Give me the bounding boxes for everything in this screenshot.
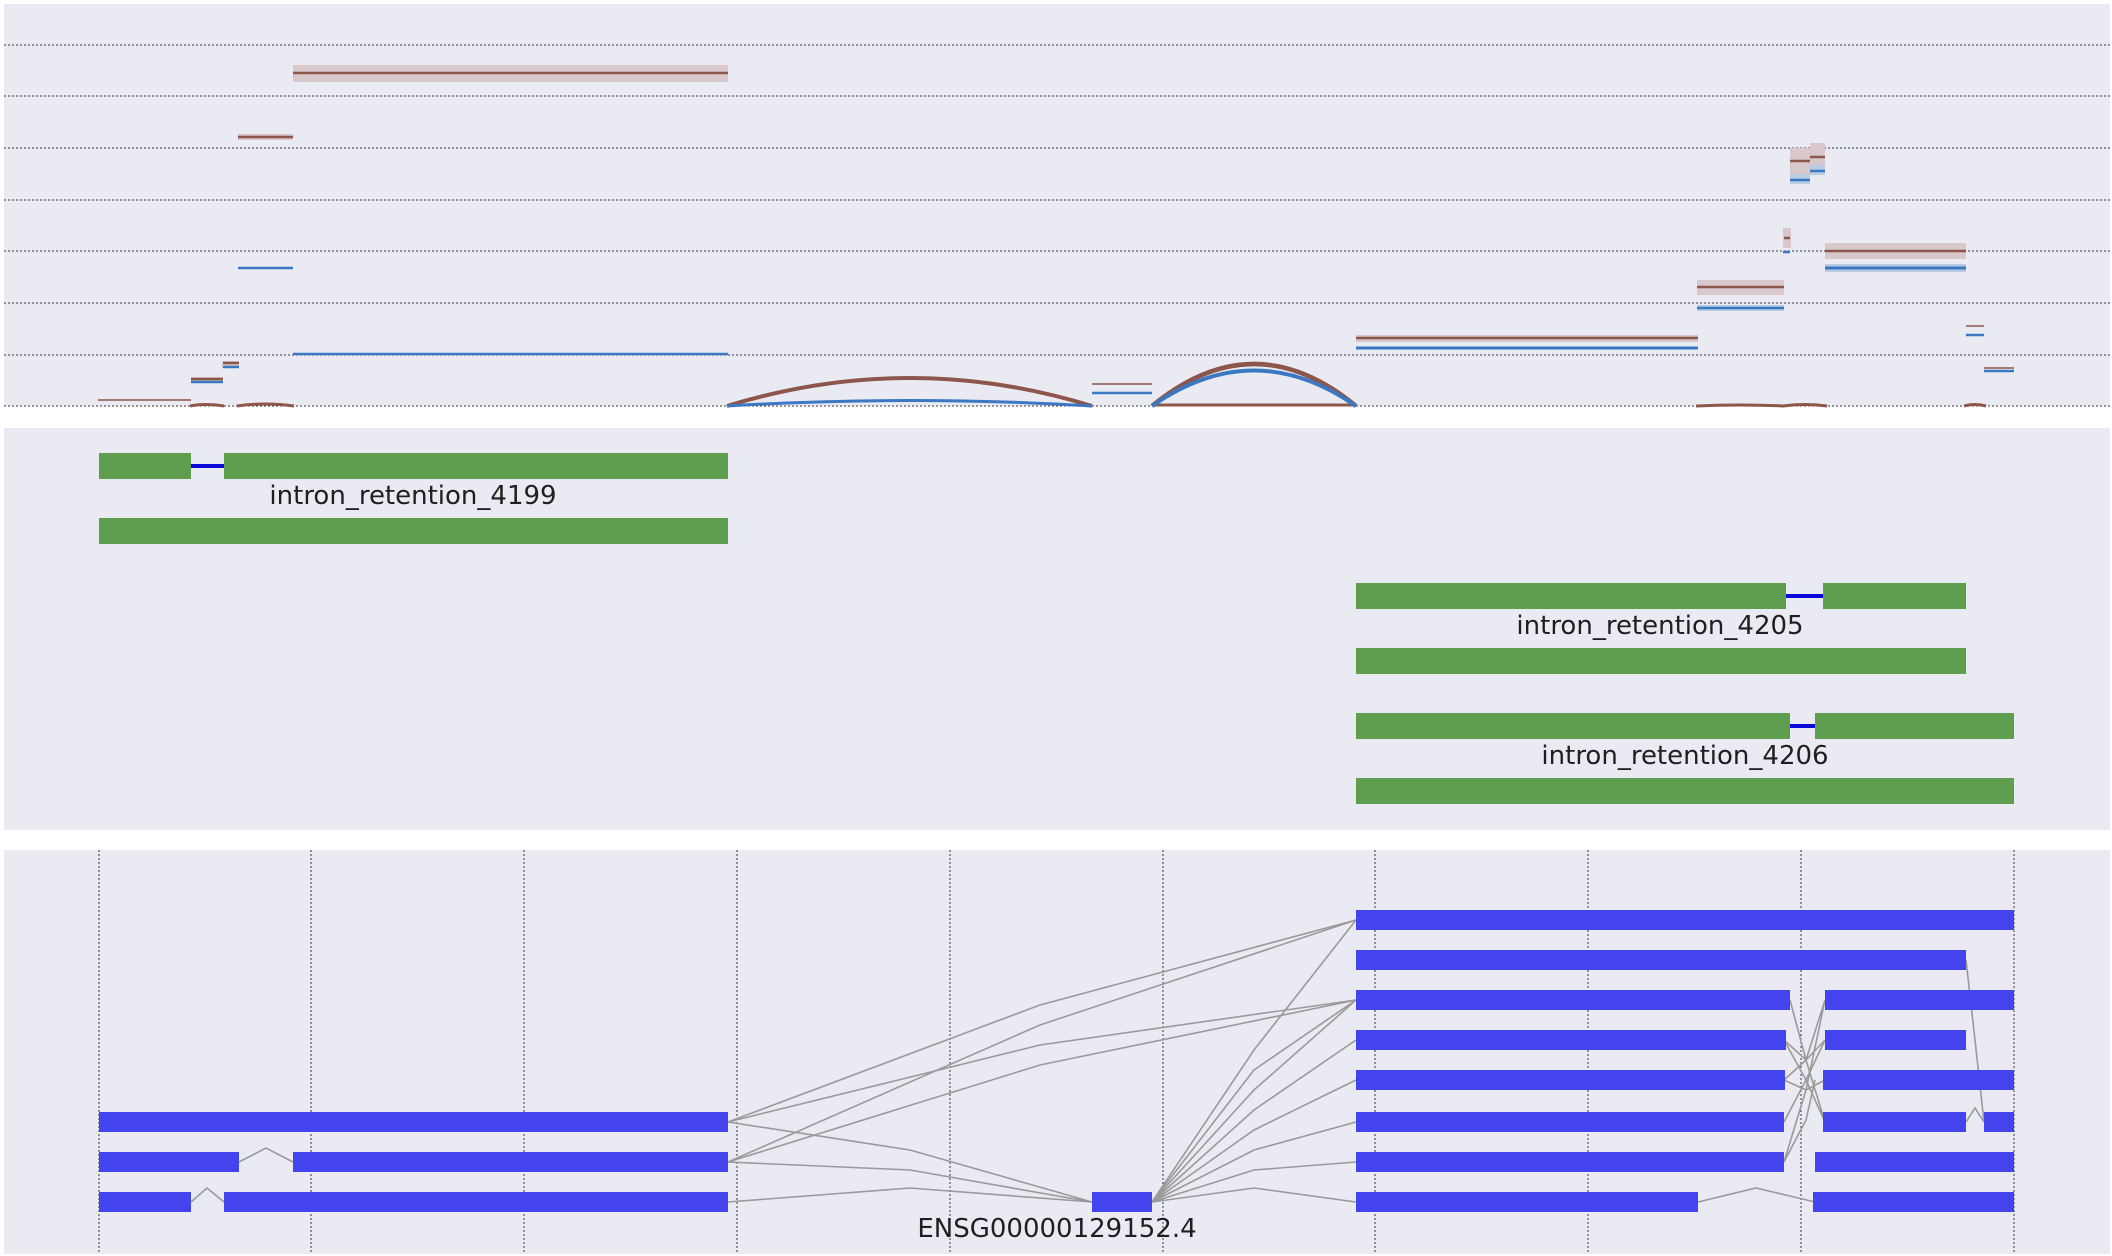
- blue-series: [191, 169, 2014, 408]
- feature-exon-box: [1356, 583, 1786, 609]
- exon-box: [99, 1152, 239, 1172]
- junction-line: [1151, 1187, 1357, 1203]
- coverage-gridlines: [4, 44, 2110, 407]
- junction-line: [1151, 1161, 1357, 1203]
- transcript-row[interactable]: [1356, 1030, 1966, 1050]
- exon-box: [1356, 910, 2014, 930]
- gene-panel: ENSG00000129152.4: [4, 850, 2110, 1254]
- exon-box: [1356, 1112, 1784, 1132]
- brown-junction-bump: [1782, 403, 1828, 408]
- junction-line: [1151, 999, 1357, 1203]
- junction-line: [190, 1186, 225, 1203]
- junction-line: [727, 1161, 1093, 1203]
- exon-box: [1356, 1030, 1786, 1050]
- feature-panel: intron_retention_4199 intron_retention_4…: [4, 428, 2110, 830]
- feature-label: intron_retention_4199: [269, 481, 556, 511]
- transcript-row[interactable]: [1356, 910, 2014, 930]
- exon-box: [1356, 1192, 1698, 1212]
- exon-box: [99, 1192, 191, 1212]
- junction-line: [727, 919, 1357, 1123]
- transcript-row[interactable]: [99, 1152, 2014, 1172]
- feature-retained-box: [1356, 648, 1966, 674]
- feature-exon-box: [1815, 713, 2014, 739]
- brown-junction-bump: [1695, 403, 1785, 408]
- junction-line: [1965, 1106, 1985, 1123]
- transcript-junctions: [190, 919, 1985, 1203]
- transcript-row[interactable]: [1356, 990, 2014, 1010]
- exon-box: [1356, 1070, 1785, 1090]
- junction-line: [1783, 1039, 1826, 1123]
- feature-exon-box: [224, 453, 728, 479]
- gene-label: ENSG00000129152.4: [917, 1214, 1196, 1244]
- junction-line: [727, 1121, 1093, 1203]
- feature-retained-box: [1356, 778, 2014, 804]
- exon-box: [1356, 1152, 1784, 1172]
- exon-box: [293, 1152, 728, 1172]
- junction-line: [1783, 999, 1826, 1163]
- coverage-panel-background: [4, 4, 2110, 406]
- junction-line: [1783, 999, 1826, 1081]
- feature-intron-retention-4199[interactable]: intron_retention_4199: [99, 453, 728, 544]
- junction-line: [1783, 1079, 1816, 1163]
- exon-box: [1356, 950, 1966, 970]
- junction-line: [1151, 1039, 1357, 1203]
- junction-line: [238, 1147, 294, 1163]
- junction-line: [727, 999, 1357, 1163]
- band: [222, 361, 239, 368]
- junction-line: [727, 919, 1357, 1163]
- blue-junction-arc: [1150, 368, 1358, 408]
- transcript-row[interactable]: [1356, 950, 1966, 970]
- junction-line: [1151, 919, 1357, 1203]
- transcript-row[interactable]: [1356, 1070, 2014, 1090]
- junction-line: [727, 999, 1357, 1123]
- exon-box: [1815, 1152, 2014, 1172]
- brown-junction-arc: [1150, 361, 1358, 408]
- brown-junction-bump: [236, 402, 295, 408]
- coverage-panel: [4, 4, 2110, 408]
- junction-line: [1151, 1121, 1357, 1203]
- exon-box: [1813, 1192, 2014, 1212]
- exon-box: [1825, 990, 2014, 1010]
- feature-intron-retention-4206[interactable]: intron_retention_4206: [1356, 713, 2014, 804]
- exon-box: [1823, 1112, 1966, 1132]
- feature-panel-background: [4, 428, 2110, 830]
- feature-label: intron_retention_4206: [1541, 741, 1828, 771]
- exon-box: [224, 1192, 728, 1212]
- feature-exon-box: [1356, 713, 1790, 739]
- exon-box: [1823, 1070, 2014, 1090]
- transcript-row[interactable]: [99, 1112, 2014, 1132]
- feature-exon-box: [1823, 583, 1966, 609]
- feature-intron-retention-4205[interactable]: intron_retention_4205: [1356, 583, 1966, 674]
- junction-line: [1151, 999, 1357, 1203]
- blue-junction-arc: [726, 399, 1093, 408]
- band: [1790, 148, 1810, 182]
- junction-line: [727, 1187, 1093, 1203]
- exon-box: [1092, 1192, 1152, 1212]
- feature-exon-box: [99, 453, 191, 479]
- exon-box: [1984, 1112, 2014, 1132]
- gene-gridlines: [98, 850, 2015, 1254]
- exon-box: [1356, 990, 1790, 1010]
- brown-junction-bump: [1963, 403, 1987, 408]
- brown-series: [98, 71, 2014, 408]
- brown-junction-arc: [726, 376, 1093, 408]
- transcript-exons: [99, 910, 2014, 1212]
- junction-line: [1965, 959, 1985, 1123]
- feature-retained-box: [99, 518, 728, 544]
- transcript-row[interactable]: [99, 1192, 2014, 1212]
- junction-line: [1151, 1079, 1357, 1203]
- exon-box: [99, 1112, 728, 1132]
- junction-line: [1697, 1187, 1816, 1203]
- brown-junction-bump: [189, 403, 225, 408]
- feature-label: intron_retention_4205: [1516, 611, 1803, 641]
- exon-box: [1825, 1030, 1966, 1050]
